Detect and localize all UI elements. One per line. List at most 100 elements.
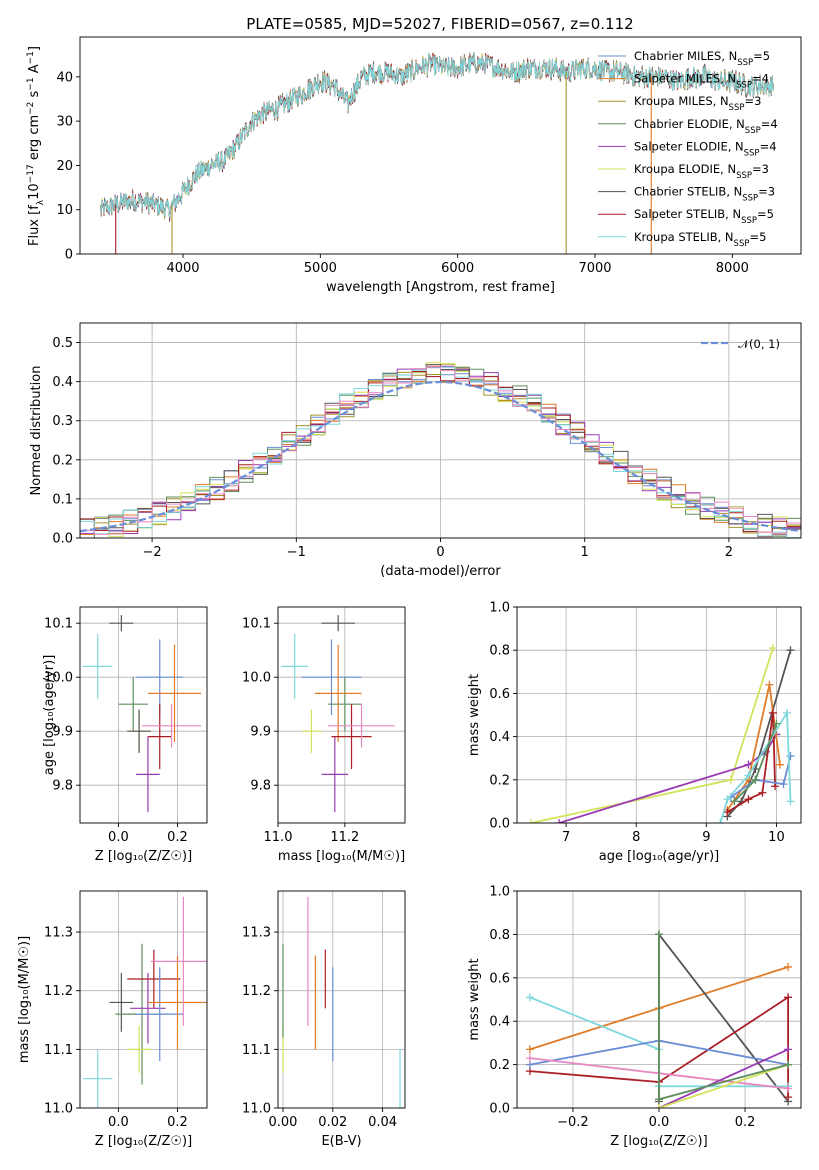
y-tick-label: 1.0 bbox=[489, 885, 510, 900]
legend-entry: 𝒩(0, 1) bbox=[738, 337, 780, 351]
weight-marker bbox=[744, 795, 753, 804]
weight-marker bbox=[758, 788, 767, 797]
axes-frame bbox=[79, 322, 802, 539]
weight-marker bbox=[751, 775, 760, 784]
x-tick-label: 0.2 bbox=[167, 830, 188, 845]
y-tick-label: 11.3 bbox=[242, 926, 271, 941]
weight-marker bbox=[716, 819, 725, 823]
y-tick-label: 0.6 bbox=[489, 971, 510, 986]
x-tick-label: 8000 bbox=[716, 261, 749, 276]
mass-age-panel: 11.0 11.2 9.8 9.9 10.0 10.1 mass [log₁₀(M/M☉)] bbox=[242, 606, 406, 864]
y-tick-label: 30 bbox=[56, 115, 73, 130]
y-tick-label: 0.2 bbox=[52, 453, 73, 468]
x-axis-label: E(B-V) bbox=[321, 1134, 361, 1149]
y-tick-label: 1.0 bbox=[489, 601, 510, 616]
x-axis-label: age [log₁₀(age/yr)] bbox=[599, 849, 720, 864]
x-tick-label: −0.2 bbox=[557, 1115, 589, 1130]
weight-marker bbox=[786, 646, 795, 655]
weight-marker bbox=[784, 1084, 793, 1093]
x-tick-label: 0.0 bbox=[649, 1115, 670, 1130]
y-axis-label: Normed distribution bbox=[29, 366, 44, 496]
y-axis-label: mass weight bbox=[467, 674, 482, 756]
x-tick-label: 5000 bbox=[304, 261, 337, 276]
axes-frame bbox=[277, 890, 406, 1109]
y-tick-label: 10 bbox=[56, 203, 73, 218]
legend-entry: Kroupa MILES, NSSP=3 bbox=[634, 94, 761, 113]
weight-marker bbox=[784, 1060, 793, 1069]
weight-marker bbox=[775, 760, 784, 769]
age-weight-panel: 7 8 9 10 0.0 0.2 0.4 0.6 0.8 1.0 age [log₁₀(age/yr… bbox=[467, 601, 802, 864]
y-tick-label: 20 bbox=[56, 159, 73, 174]
x-tick-label: −1 bbox=[287, 545, 306, 560]
y-tick-label: 11.2 bbox=[44, 984, 73, 999]
weight-marker bbox=[768, 708, 777, 717]
legend-entry: Salpeter MILES, NSSP=4 bbox=[634, 72, 769, 91]
y-tick-label: 40 bbox=[56, 70, 73, 85]
y-tick-label: 0.2 bbox=[489, 1058, 510, 1073]
y-tick-label: 0.4 bbox=[489, 1015, 510, 1030]
metallicity-age-panel: 0.0 0.2 9.8 9.9 10.0 10.1 Z [log₁₀(Z/Z☉)] age [… bbox=[42, 606, 208, 864]
weight-marker bbox=[525, 1054, 534, 1063]
weight-marker bbox=[786, 797, 795, 806]
x-axis-label: Z [log₁₀(Z/Z☉)] bbox=[95, 1134, 192, 1149]
legend-entry: Salpeter ELODIE, NSSP=4 bbox=[634, 139, 777, 158]
x-tick-label: 11.0 bbox=[264, 830, 293, 845]
axes-frame bbox=[516, 606, 802, 824]
y-tick-label: 9.9 bbox=[250, 725, 271, 740]
x-tick-label: 0.00 bbox=[269, 1115, 298, 1130]
y-tick-label: 0 bbox=[65, 248, 73, 263]
x-tick-label: 7000 bbox=[578, 261, 611, 276]
y-axis-label: mass weight bbox=[467, 958, 482, 1040]
weight-marker bbox=[655, 930, 663, 939]
x-tick-label: 4000 bbox=[166, 261, 199, 276]
axes-frame bbox=[79, 890, 208, 1109]
weight-marker bbox=[527, 819, 536, 823]
weight-marker bbox=[765, 680, 774, 689]
weight-marker bbox=[784, 962, 793, 971]
y-axis-label: Flux [fλ10−17 erg cm−2 s−1 A−1] bbox=[26, 46, 46, 246]
y-tick-label: 0.1 bbox=[52, 492, 73, 507]
weight-marker bbox=[784, 993, 793, 1002]
histogram-step bbox=[80, 366, 801, 538]
axes-frame bbox=[516, 890, 802, 1109]
weight-marker bbox=[655, 1104, 663, 1108]
x-tick-label: 7 bbox=[562, 830, 570, 845]
y-tick-label: 0.0 bbox=[489, 1102, 510, 1117]
x-tick-label: 9 bbox=[702, 830, 710, 845]
y-tick-label: 11.2 bbox=[242, 984, 271, 999]
y-tick-label: 0.6 bbox=[489, 687, 510, 702]
legend-entry: Kroupa ELODIE, NSSP=3 bbox=[634, 162, 769, 181]
y-tick-label: 0.0 bbox=[52, 532, 73, 547]
spectrum-line bbox=[100, 53, 774, 219]
y-tick-label: 0.5 bbox=[52, 336, 73, 351]
x-tick-label: 0.04 bbox=[368, 1115, 397, 1130]
weight-marker bbox=[784, 1045, 793, 1054]
y-tick-label: 9.9 bbox=[52, 725, 73, 740]
weight-marker bbox=[779, 780, 788, 789]
y-tick-label: 9.8 bbox=[250, 779, 271, 794]
weight-marker bbox=[655, 1095, 663, 1104]
y-tick-label: 9.8 bbox=[52, 779, 73, 794]
x-tick-label: 11.2 bbox=[330, 830, 359, 845]
x-tick-label: 0.2 bbox=[167, 1115, 188, 1130]
weight-marker bbox=[555, 819, 564, 823]
weight-marker bbox=[723, 808, 732, 817]
y-tick-label: 0.0 bbox=[489, 817, 510, 832]
y-tick-label: 0.2 bbox=[489, 773, 510, 788]
y-tick-label: 10.0 bbox=[242, 671, 271, 686]
weight-line bbox=[658, 1063, 789, 1108]
x-tick-label: 0 bbox=[436, 545, 444, 560]
legend-entry: Salpeter STELIB, NSSP=5 bbox=[634, 207, 774, 226]
weight-line bbox=[726, 684, 781, 811]
legend-entry: Chabrier STELIB, NSSP=3 bbox=[634, 185, 775, 204]
y-tick-label: 11.0 bbox=[44, 1102, 73, 1117]
ebv-mass-panel: 0.00 0.02 0.04 11.0 11.1 11.2 11.3 E(B-V) bbox=[242, 890, 406, 1149]
legend-entry: Kroupa STELIB, NSSP=5 bbox=[634, 230, 766, 249]
x-tick-label: 2 bbox=[725, 545, 733, 560]
weight-line bbox=[658, 1048, 789, 1108]
metallicity-mass-panel: 0.0 0.2 11.0 11.1 11.2 11.3 Z [log₁₀(Z/Z☉)] mas… bbox=[17, 890, 208, 1149]
weight-marker bbox=[784, 1093, 793, 1102]
y-tick-label: 0.4 bbox=[489, 730, 510, 745]
weight-marker bbox=[730, 797, 739, 806]
